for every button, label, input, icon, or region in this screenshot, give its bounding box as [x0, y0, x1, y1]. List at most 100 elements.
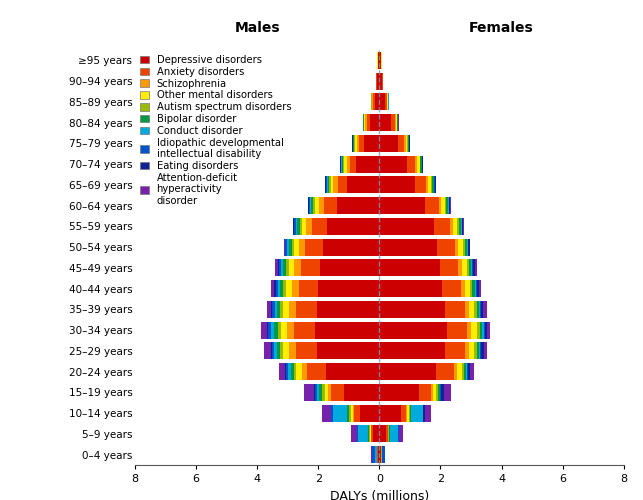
Bar — [458, 218, 461, 235]
Bar — [333, 404, 347, 421]
Bar — [480, 342, 481, 359]
Bar — [379, 426, 386, 442]
Bar — [464, 363, 466, 380]
Bar — [373, 94, 375, 110]
Bar — [449, 197, 450, 214]
Bar — [444, 384, 451, 401]
Bar — [294, 218, 296, 235]
Bar — [379, 156, 408, 172]
Bar — [298, 280, 318, 297]
Bar — [469, 238, 470, 256]
Bar — [286, 363, 288, 380]
Bar — [279, 260, 282, 276]
Bar — [271, 342, 272, 359]
Bar — [421, 156, 422, 172]
Bar — [324, 197, 337, 214]
Bar — [317, 301, 379, 318]
Bar — [481, 301, 484, 318]
Bar — [469, 342, 475, 359]
Bar — [415, 156, 417, 172]
Bar — [368, 426, 370, 442]
Bar — [323, 238, 379, 256]
Bar — [437, 238, 455, 256]
Bar — [287, 322, 294, 338]
Bar — [275, 301, 277, 318]
Bar — [311, 197, 313, 214]
Bar — [465, 280, 470, 297]
Bar — [480, 322, 482, 338]
Bar — [379, 280, 442, 297]
Bar — [422, 156, 423, 172]
Bar — [344, 384, 379, 401]
Bar — [282, 260, 284, 276]
Bar — [357, 426, 358, 442]
Bar — [272, 342, 275, 359]
Bar — [286, 260, 289, 276]
Bar — [351, 404, 353, 421]
Bar — [379, 52, 381, 69]
Bar — [379, 218, 435, 235]
Bar — [472, 280, 475, 297]
Bar — [470, 280, 472, 297]
Bar — [325, 384, 328, 401]
Bar — [445, 342, 465, 359]
Bar — [440, 260, 458, 276]
Bar — [284, 260, 286, 276]
Bar — [271, 280, 275, 297]
Bar — [485, 322, 487, 338]
Bar — [305, 238, 323, 256]
Bar — [469, 301, 475, 318]
Bar — [472, 260, 473, 276]
Bar — [376, 72, 377, 90]
Bar — [289, 301, 296, 318]
Bar — [328, 384, 331, 401]
Bar — [285, 238, 287, 256]
Bar — [442, 197, 445, 214]
Bar — [379, 446, 381, 463]
Legend: Depressive disorders, Anxiety disorders, Schizophrenia, Other mental disorders, : Depressive disorders, Anxiety disorders,… — [140, 55, 291, 206]
Bar — [320, 384, 322, 401]
Bar — [479, 342, 480, 359]
Bar — [467, 363, 470, 380]
Bar — [467, 238, 469, 256]
Bar — [303, 384, 314, 401]
Bar — [478, 280, 482, 297]
Bar — [296, 218, 298, 235]
Bar — [383, 446, 385, 463]
Bar — [475, 301, 476, 318]
Bar — [356, 156, 379, 172]
Bar — [395, 114, 397, 131]
Bar — [272, 301, 275, 318]
Bar — [462, 238, 464, 256]
Bar — [347, 156, 350, 172]
X-axis label: DALYs (millions): DALYs (millions) — [330, 490, 429, 500]
Bar — [406, 135, 408, 152]
Bar — [280, 280, 284, 297]
Bar — [358, 426, 368, 442]
Bar — [338, 176, 347, 194]
Bar — [291, 363, 294, 380]
Bar — [350, 156, 356, 172]
Bar — [385, 446, 386, 463]
Bar — [372, 94, 373, 110]
Bar — [457, 218, 458, 235]
Bar — [433, 384, 436, 401]
Bar — [445, 301, 465, 318]
Bar — [271, 301, 272, 318]
Bar — [480, 301, 481, 318]
Bar — [471, 260, 472, 276]
Bar — [267, 301, 271, 318]
Bar — [461, 280, 465, 297]
Bar — [281, 322, 287, 338]
Bar — [379, 176, 415, 194]
Bar — [262, 322, 267, 338]
Bar — [277, 301, 280, 318]
Bar — [379, 197, 425, 214]
Bar — [285, 363, 286, 380]
Bar — [467, 322, 471, 338]
Bar — [372, 446, 376, 463]
Bar — [470, 363, 474, 380]
Bar — [407, 404, 409, 421]
Bar — [433, 176, 434, 194]
Bar — [351, 426, 357, 442]
